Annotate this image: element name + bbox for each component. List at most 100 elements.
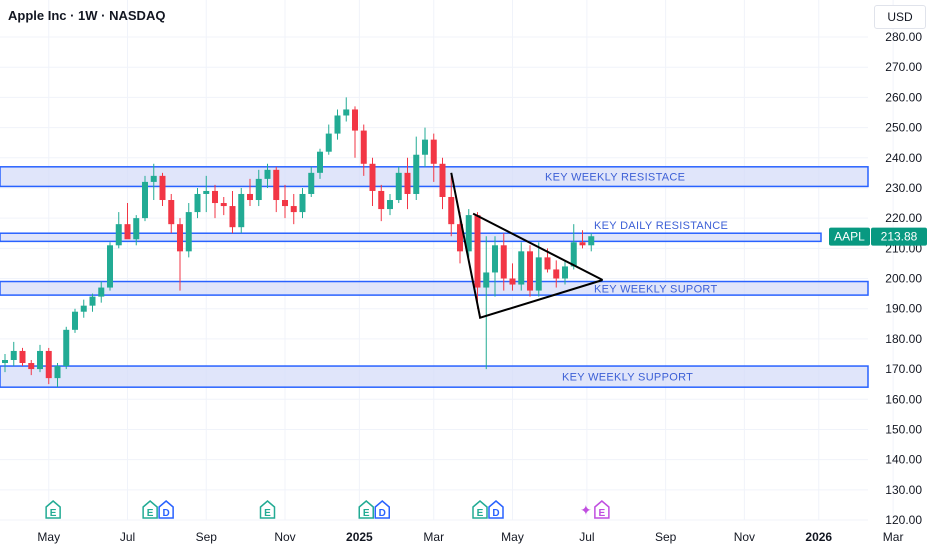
candle-body [255, 178, 262, 201]
time-tick-label: Jul [579, 530, 594, 544]
candle-body [492, 245, 498, 273]
time-tick-label: Sep [196, 530, 218, 544]
candle-body [238, 193, 245, 228]
earnings-icon[interactable] [259, 500, 276, 519]
price-tags: AAPL 213.88 [829, 227, 927, 246]
candle-body [19, 350, 26, 364]
candle-body [553, 269, 560, 279]
candle-body [413, 154, 420, 194]
earnings-markers[interactable]: E E D E E D E D ✦ E [45, 500, 610, 519]
candle-body [115, 224, 122, 246]
candle-body [579, 242, 586, 246]
price-tick-label: 260.00 [885, 90, 922, 104]
last-price-tag [871, 227, 927, 246]
candle-body [343, 109, 350, 116]
time-tick-label: May [37, 530, 60, 544]
chart-grid [0, 0, 894, 521]
sparkle-icon[interactable]: ✦ [580, 502, 592, 518]
candle-body [439, 163, 446, 197]
candle-body [360, 130, 367, 164]
marker-letter: E [147, 508, 154, 519]
candle-body [474, 215, 481, 288]
symbol-tag-text: AAPL [834, 230, 865, 244]
time-axis[interactable]: May Jul Sep Nov 2025 Mar May Jul Sep Nov 2026 Mar [37, 530, 903, 544]
candle-body [535, 257, 542, 291]
price-tick-label: 240.00 [885, 151, 922, 165]
candle-body [518, 251, 525, 285]
candle-body [220, 203, 227, 207]
candle-body [133, 218, 140, 240]
candle-body [159, 175, 166, 201]
candle-body [483, 272, 490, 288]
price-tick-label: 170.00 [885, 362, 922, 376]
earnings-icon[interactable] [45, 500, 61, 519]
candle-body [395, 172, 402, 201]
price-tick-label: 220.00 [885, 211, 922, 225]
candle-body [63, 329, 70, 367]
candle-body [509, 278, 516, 285]
marker-letter: D [163, 508, 170, 519]
candle-body [212, 190, 218, 204]
price-tick-label: 270.00 [885, 60, 922, 74]
time-tick-label: May [501, 530, 524, 544]
candle-body [544, 257, 551, 270]
price-tick-label: 130.00 [885, 483, 922, 497]
candle-body [430, 139, 437, 164]
price-axis[interactable]: 120.00 130.00 140.00 150.00 160.00 170.00 180.… [885, 30, 922, 527]
candle-body [282, 200, 288, 207]
candle-body [247, 193, 253, 201]
zone-box [0, 232, 822, 243]
candle-body [89, 296, 96, 306]
zone-box [0, 365, 869, 388]
candle-body [325, 133, 332, 152]
key-zones: KEY WEEKLY RESISTACE KEY DAILY RESISTANCE… [0, 166, 869, 388]
marker-letter: E [363, 508, 370, 519]
candle-body [28, 363, 35, 370]
candle-body [264, 169, 271, 179]
time-tick-label: Mar [423, 530, 444, 544]
dividend-icon[interactable] [158, 500, 174, 519]
dividend-icon[interactable] [374, 500, 390, 519]
zone-label: KEY WEEKLY SUPORT [594, 283, 718, 295]
candle-body [54, 366, 61, 379]
price-tick-label: 280.00 [885, 30, 922, 44]
price-tick-label: 200.00 [885, 272, 922, 286]
price-tick-label: 160.00 [885, 392, 922, 406]
triangle-upper-line [472, 212, 604, 281]
candle-body [457, 224, 463, 252]
price-tick-label: 140.00 [885, 453, 922, 467]
candle-body [45, 350, 52, 379]
currency-button[interactable]: USD [874, 5, 926, 29]
candle-body [334, 115, 341, 134]
price-tick-label: 180.00 [885, 332, 922, 346]
candle-body [422, 139, 428, 155]
earnings-icon[interactable] [594, 500, 610, 519]
candle-body [378, 190, 385, 210]
symbol-tag [829, 227, 870, 246]
candle-body [273, 169, 280, 201]
time-tick-label: Mar [883, 530, 904, 544]
triangle-lower-line [450, 172, 603, 320]
candle-body [352, 109, 358, 131]
zone-box [0, 280, 869, 296]
candle-body [570, 242, 577, 267]
zone-label: KEY WEEKLY SUPPORT [562, 372, 693, 384]
candle-body [308, 172, 315, 194]
zone-label: KEY DAILY RESISTANCE [594, 220, 728, 232]
marker-letter: D [492, 508, 499, 519]
price-tick-label: 250.00 [885, 121, 922, 135]
earnings-icon[interactable] [358, 500, 374, 519]
candle-body [185, 212, 192, 252]
triangle-pattern [450, 172, 604, 320]
time-tick-label: 2025 [346, 530, 373, 544]
candle-body [98, 287, 105, 297]
candle-body [387, 200, 393, 210]
candle-body [527, 251, 533, 291]
dividend-icon[interactable] [488, 500, 504, 519]
earnings-icon[interactable] [472, 500, 488, 519]
candle-body [124, 224, 131, 240]
candle-body [142, 181, 148, 219]
time-tick-label: Nov [734, 530, 755, 544]
earnings-icon[interactable] [142, 500, 158, 519]
